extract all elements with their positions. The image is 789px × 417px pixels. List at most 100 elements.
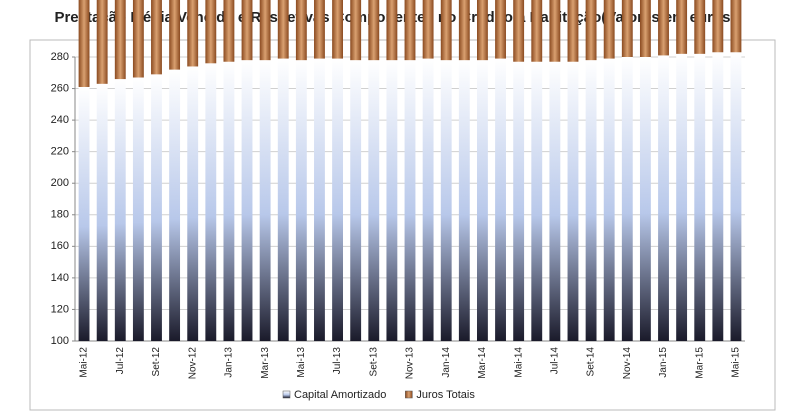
x-tick-label: Mar-13	[260, 347, 271, 379]
bar-segment	[259, 0, 271, 61]
bar-segment	[658, 55, 669, 342]
x-tick-label: Nov-13	[405, 347, 416, 380]
x-tick-label: Mai-13	[296, 347, 307, 378]
bar-segment	[549, 0, 561, 62]
bar-segment	[223, 0, 235, 62]
bar-segment	[603, 58, 615, 341]
bar-segment	[295, 60, 307, 342]
y-tick-label: 160	[51, 240, 69, 252]
bar-segment	[277, 58, 289, 341]
bar-segment	[603, 0, 615, 59]
bar-segment	[730, 0, 742, 53]
bar-segment	[477, 60, 488, 342]
legend-swatch	[405, 390, 413, 399]
y-tick-label: 240	[51, 114, 69, 126]
x-tick-label: Nov-14	[622, 347, 633, 380]
bar-segment	[658, 0, 669, 56]
x-tick-label: Jul-13	[332, 347, 343, 375]
bar-segment	[169, 69, 181, 341]
bar-segment	[314, 58, 325, 341]
bar-segment	[422, 0, 434, 59]
y-tick-label: 220	[51, 146, 69, 158]
bar-segment	[259, 60, 271, 342]
bar-segment	[78, 0, 90, 87]
x-tick-label: Set-12	[151, 347, 162, 377]
x-tick-label: Jan-15	[658, 347, 669, 378]
legend-label: Capital Amortizado	[294, 389, 386, 401]
bar-segment	[114, 0, 126, 80]
bar-segment	[531, 0, 543, 62]
bar-segment	[332, 0, 343, 59]
x-tick-label: Mai-14	[513, 347, 524, 378]
y-tick-label: 200	[51, 177, 69, 189]
bar-segment	[712, 52, 724, 342]
bar-segment	[350, 0, 362, 61]
bar-segment	[386, 60, 398, 342]
bar-segment	[223, 61, 235, 341]
bar-segment	[458, 0, 470, 61]
bar-segment	[241, 60, 253, 342]
bar-segment	[422, 58, 434, 341]
bar-segment	[114, 79, 126, 341]
bar-segment	[694, 0, 706, 54]
bar-segment	[440, 60, 452, 342]
bar-segment	[404, 0, 416, 61]
bar-segment	[78, 86, 90, 341]
bar-segment	[314, 0, 325, 59]
bar-segment	[694, 53, 706, 341]
bar-segment	[241, 0, 253, 61]
bar-segment	[621, 0, 633, 57]
bar-segment	[585, 60, 597, 342]
bar-segment	[404, 60, 416, 342]
bar-segment	[169, 0, 181, 70]
bar-segment	[477, 0, 488, 61]
bar-segment	[730, 52, 742, 342]
y-tick-label: 100	[51, 335, 69, 347]
bar-segment	[96, 83, 108, 342]
bar-segment	[567, 0, 579, 62]
bar-segment	[96, 0, 108, 84]
bar-segment	[368, 0, 380, 61]
y-tick-label: 280	[51, 51, 69, 63]
y-tick-label: 260	[51, 82, 69, 94]
x-tick-label: Mai-12	[79, 347, 90, 378]
bar-segment	[676, 0, 688, 54]
bar-segment	[132, 0, 144, 78]
bar-segment	[621, 57, 633, 341]
y-tick-label: 120	[51, 303, 69, 315]
bar-segment	[132, 77, 144, 341]
bar-segment	[151, 0, 162, 75]
bar-segment	[531, 61, 543, 341]
bar-segment	[368, 60, 380, 342]
bar-segment	[332, 58, 343, 341]
bar-segment	[639, 57, 651, 341]
bar-segment	[513, 61, 525, 341]
bar-segment	[712, 0, 724, 53]
bar-segment	[567, 61, 579, 341]
bar-segment	[458, 60, 470, 342]
bar-segment	[676, 53, 688, 341]
bar-segment	[187, 0, 199, 67]
x-tick-label: Jan-14	[441, 347, 452, 378]
bar-segment	[295, 0, 307, 61]
bar-segment	[440, 0, 452, 61]
bar-segment	[513, 0, 525, 62]
bar-segment	[187, 66, 199, 341]
x-tick-label: Nov-12	[187, 347, 198, 380]
bar-segment	[386, 0, 398, 61]
x-tick-label: Set-13	[368, 347, 379, 377]
bar-segment	[585, 0, 597, 61]
bar-segment	[639, 0, 651, 57]
x-tick-label: Set-14	[586, 347, 597, 377]
x-tick-label: Mar-15	[694, 347, 705, 379]
bar-segment	[151, 74, 162, 341]
y-tick-label: 140	[51, 272, 69, 284]
bar-segment	[205, 63, 217, 342]
x-tick-label: Mar-14	[477, 347, 488, 379]
x-tick-label: Mai-15	[731, 347, 742, 378]
bar-segment	[495, 58, 506, 341]
bar-segment	[350, 60, 362, 342]
x-tick-label: Jul-12	[115, 347, 126, 375]
bar-segment	[205, 0, 217, 64]
